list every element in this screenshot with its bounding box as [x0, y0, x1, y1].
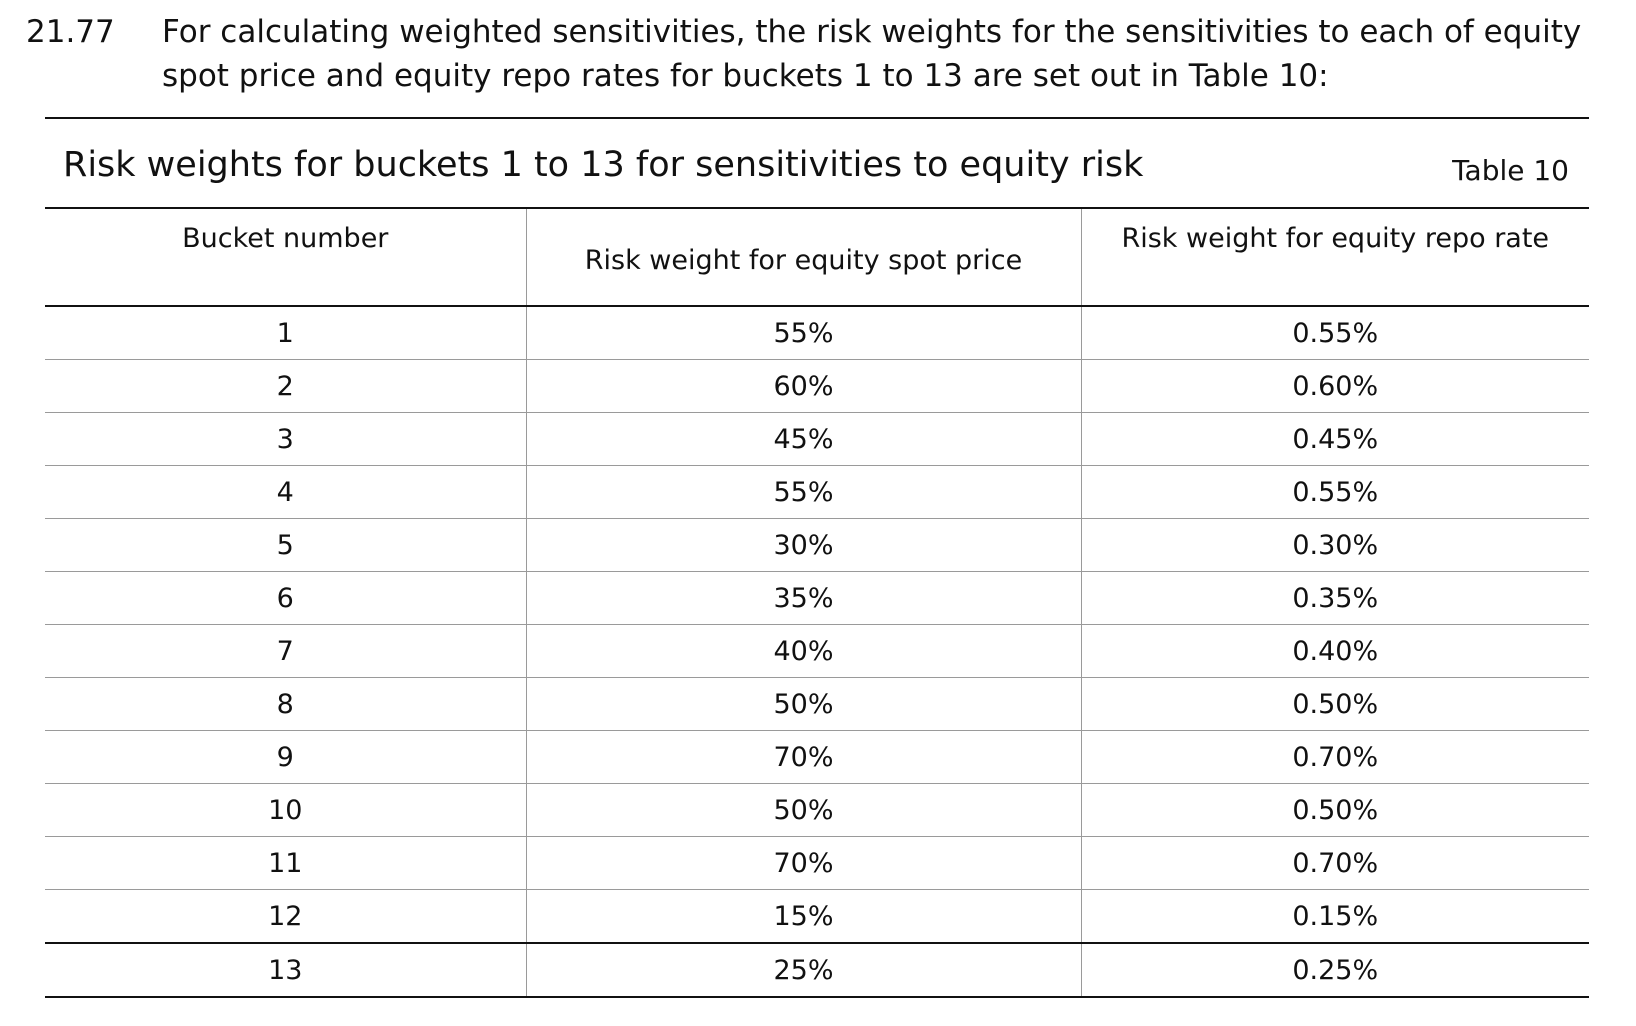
table-row: 8 50% 0.50% — [45, 677, 1589, 731]
table-title-bar: Risk weights for buckets 1 to 13 for sen… — [45, 117, 1589, 209]
table-row: 13 25% 0.25% — [45, 942, 1589, 998]
cell-spot-price-weight: 50% — [525, 783, 1081, 837]
cell-spot-price-weight: 55% — [525, 465, 1081, 519]
paragraph-number: 21.77 — [26, 14, 115, 50]
cell-bucket-number: 12 — [45, 889, 526, 944]
cell-repo-rate-weight: 0.45% — [1080, 412, 1589, 466]
cell-repo-rate-weight: 0.40% — [1080, 624, 1589, 678]
table-row: 7 40% 0.40% — [45, 624, 1589, 678]
cell-bucket-number: 11 — [45, 836, 526, 890]
cell-repo-rate-weight: 0.55% — [1080, 306, 1589, 360]
table-row: 2 60% 0.60% — [45, 359, 1589, 413]
cell-repo-rate-weight: 0.35% — [1080, 571, 1589, 625]
cell-repo-rate-weight: 0.50% — [1080, 783, 1589, 837]
table-header-row: Bucket number Risk weight for equity spo… — [45, 209, 1589, 307]
paragraph-text: For calculating weighted sensitivities, … — [162, 14, 1582, 94]
risk-weight-table: Bucket number Risk weight for equity spo… — [45, 209, 1589, 998]
cell-bucket-number: 13 — [45, 942, 526, 998]
cell-repo-rate-weight: 0.70% — [1080, 836, 1589, 890]
table-body: 1 55% 0.55% 2 60% 0.60% 3 45% 0.45% 4 55% 0.55% 5 30%… — [45, 306, 1589, 998]
cell-spot-price-weight: 40% — [525, 624, 1081, 678]
cell-bucket-number: 2 — [45, 359, 526, 413]
table-row: 9 70% 0.70% — [45, 730, 1589, 784]
table-row: 10 50% 0.50% — [45, 783, 1589, 837]
cell-bucket-number: 7 — [45, 624, 526, 678]
table-number-label: Table 10 — [1452, 154, 1569, 187]
cell-repo-rate-weight: 0.50% — [1080, 677, 1589, 731]
header-equity-repo-rate: Risk weight for equity repo rate — [1080, 209, 1589, 307]
header-equity-spot-price: Risk weight for equity spot price — [525, 209, 1081, 307]
cell-spot-price-weight: 45% — [525, 412, 1081, 466]
cell-bucket-number: 6 — [45, 571, 526, 625]
cell-bucket-number: 10 — [45, 783, 526, 837]
cell-spot-price-weight: 15% — [525, 889, 1081, 944]
cell-bucket-number: 1 — [45, 306, 526, 360]
header-bucket-number: Bucket number — [45, 209, 526, 307]
cell-repo-rate-weight: 0.15% — [1080, 889, 1589, 944]
cell-spot-price-weight: 30% — [525, 518, 1081, 572]
cell-bucket-number: 4 — [45, 465, 526, 519]
cell-repo-rate-weight: 0.55% — [1080, 465, 1589, 519]
table-row: 3 45% 0.45% — [45, 412, 1589, 466]
cell-repo-rate-weight: 0.30% — [1080, 518, 1589, 572]
cell-spot-price-weight: 25% — [525, 942, 1081, 998]
table-row: 4 55% 0.55% — [45, 465, 1589, 519]
table-row: 12 15% 0.15% — [45, 889, 1589, 944]
cell-bucket-number: 3 — [45, 412, 526, 466]
table-title: Risk weights for buckets 1 to 13 for sen… — [63, 145, 1144, 185]
cell-bucket-number: 8 — [45, 677, 526, 731]
table-row: 6 35% 0.35% — [45, 571, 1589, 625]
cell-spot-price-weight: 35% — [525, 571, 1081, 625]
cell-repo-rate-weight: 0.25% — [1080, 942, 1589, 998]
cell-spot-price-weight: 55% — [525, 306, 1081, 360]
cell-spot-price-weight: 50% — [525, 677, 1081, 731]
risk-weight-table-container: Risk weights for buckets 1 to 13 for sen… — [45, 117, 1589, 998]
cell-spot-price-weight: 70% — [525, 836, 1081, 890]
cell-bucket-number: 5 — [45, 518, 526, 572]
cell-spot-price-weight: 60% — [525, 359, 1081, 413]
cell-spot-price-weight: 70% — [525, 730, 1081, 784]
cell-bucket-number: 9 — [45, 730, 526, 784]
table-row: 1 55% 0.55% — [45, 306, 1589, 360]
cell-repo-rate-weight: 0.60% — [1080, 359, 1589, 413]
table-row: 5 30% 0.30% — [45, 518, 1589, 572]
table-row: 11 70% 0.70% — [45, 836, 1589, 890]
cell-repo-rate-weight: 0.70% — [1080, 730, 1589, 784]
